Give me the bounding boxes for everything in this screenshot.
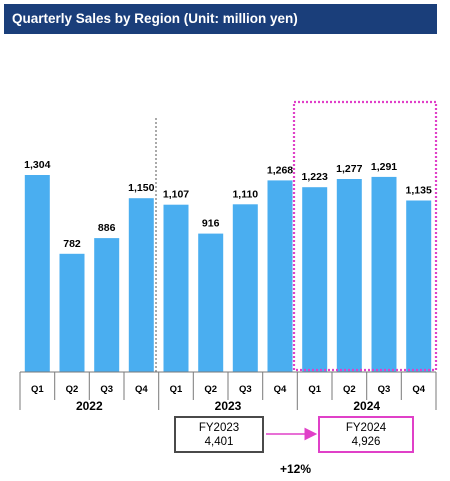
- fy2023-total-box: FY2023 4,401: [174, 416, 264, 453]
- fy2023-value: 4,401: [204, 436, 234, 448]
- chart-title: Quarterly Sales by Region (Unit: million…: [4, 4, 437, 34]
- fy2024-highlight-frame: [292, 100, 438, 372]
- quarter-tick-label: Q1: [308, 384, 321, 395]
- bar-value-label: 1,268: [267, 164, 293, 176]
- bar: [232, 204, 258, 372]
- bar-value-label: 1,277: [336, 163, 362, 175]
- quarter-tick-label: Q4: [274, 384, 287, 395]
- bar-value-label: 886: [98, 222, 116, 234]
- bar: [163, 204, 189, 372]
- quarter-tick-label: Q3: [100, 384, 113, 395]
- growth-label: +12%: [280, 462, 312, 476]
- quarter-tick-label: Q2: [343, 384, 356, 395]
- bar-value-label: 1,150: [128, 182, 154, 194]
- quarter-tick-label: Q4: [135, 384, 148, 395]
- quarter-tick-label: Q2: [204, 384, 217, 395]
- fy2023-label: FY2023: [198, 422, 240, 434]
- bar-value-label: 1,107: [163, 189, 189, 201]
- bar-value-label: 1,291: [371, 161, 397, 173]
- fy2024-total-box: FY2024 4,926: [318, 416, 414, 453]
- bar: [371, 176, 397, 372]
- year-label: 2024: [353, 399, 380, 413]
- bar: [94, 238, 120, 372]
- bar: [406, 200, 432, 372]
- quarter-tick-label: Q1: [31, 384, 44, 395]
- bar: [59, 253, 85, 372]
- quarter-tick-label: Q3: [378, 384, 391, 395]
- quarter-tick-label: Q1: [170, 384, 183, 395]
- bar: [128, 198, 154, 372]
- quarter-tick-label: Q4: [412, 384, 425, 395]
- year-label: 2022: [76, 399, 103, 413]
- bar-value-label: 916: [202, 218, 220, 230]
- bar-value-label: 1,110: [232, 188, 258, 200]
- bar-value-label: 1,135: [406, 185, 432, 197]
- bar: [336, 179, 362, 372]
- fy2024-value: 4,926: [351, 436, 381, 448]
- quarter-tick-label: Q3: [239, 384, 252, 395]
- bar-value-label: 1,304: [24, 159, 50, 171]
- bar: [302, 187, 328, 372]
- quarter-tick-label: Q2: [66, 384, 79, 395]
- bar: [198, 233, 224, 372]
- bar: [24, 175, 50, 372]
- fy2024-label: FY2024: [345, 422, 387, 434]
- bar: [267, 180, 293, 372]
- bar-value-label: 1,223: [302, 171, 328, 183]
- bar-value-label: 782: [63, 238, 81, 250]
- year-label: 2023: [215, 399, 242, 413]
